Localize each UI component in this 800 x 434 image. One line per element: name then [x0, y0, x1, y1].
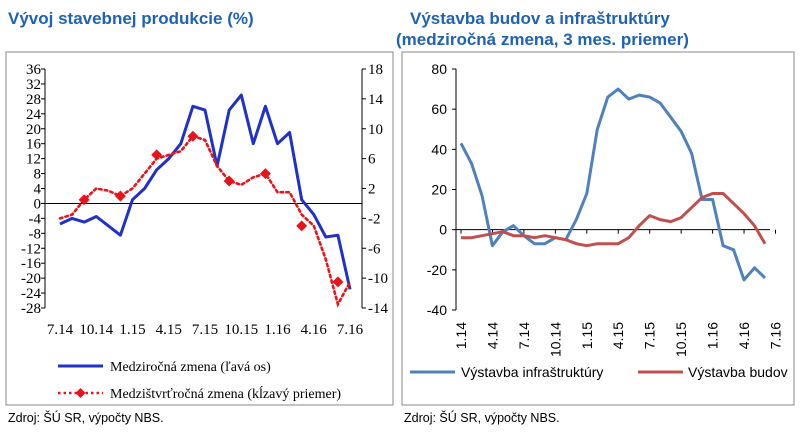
right-chart-x-tick-label: 7.16: [767, 322, 783, 349]
right-chart-x-tick-label: 10.14: [547, 322, 563, 357]
right-chart-x-tick-label: 10.15: [673, 322, 689, 357]
right-chart-y-tick-label: 20: [431, 182, 447, 198]
source-note-left: Zdroj: ŠÚ SR, výpočty NBS.: [8, 411, 164, 425]
legend-label-budov: Výstavba budov: [688, 364, 788, 380]
legend-label-yoy: Medziročná zmena (ľavá os): [110, 360, 271, 375]
left-y-tick-label: 32: [26, 77, 41, 93]
right-chart-legend: Výstavba infraštruktúry Výstavba budov: [410, 364, 788, 380]
qoq-diamond-marker: [332, 276, 344, 288]
legend-label-infra: Výstavba infraštruktúry: [461, 364, 603, 380]
right-y-tick-label: 2: [368, 182, 376, 198]
left-x-tick-label: 1.16: [264, 322, 291, 338]
right-chart-y-tick-label: 0: [439, 222, 447, 238]
right-chart-x-tick-label: 4.16: [736, 322, 752, 349]
right-chart-x-tick-label: 1.15: [579, 322, 595, 349]
left-chart-legend: Medziročná zmena (ľavá os) Medzištvrťroč…: [58, 360, 341, 402]
left-y-tick-label: 4: [34, 182, 42, 198]
left-x-tick-label: 1.15: [119, 322, 145, 338]
right-chart-y-tick-label: -20: [427, 262, 447, 278]
series-line-infrastruktury: [459, 87, 767, 282]
left-y-tick-label: -8: [29, 226, 42, 242]
right-chart-x-tick-label: 1.16: [705, 322, 721, 349]
right-y-tick-label: 14: [368, 92, 384, 108]
left-y-tick-label: 16: [26, 137, 42, 153]
series-line-medzistvrtrocna: [58, 134, 352, 308]
left-y-tick-label: 28: [26, 92, 41, 108]
right-y-tick-label: -6: [368, 241, 381, 257]
right-chart-title-line2: (medziročná zmena, 3 mes. priemer): [396, 30, 689, 49]
right-chart-y-tick-label: 40: [431, 141, 447, 157]
left-y-tick-label: 24: [26, 107, 42, 123]
legend-label-qoq: Medzištvrťročná zmena (kĺzavý priemer): [110, 385, 341, 402]
right-chart-x-tick-label: 4.15: [610, 322, 626, 349]
left-y-tick-label: -28: [21, 301, 41, 317]
right-chart-y-tick-label: 60: [431, 101, 447, 117]
left-y-tick-label: 36: [26, 62, 42, 78]
right-chart-title-line1: Výstavba budov a infraštruktúry: [410, 9, 670, 28]
left-y-tick-label: -16: [21, 256, 41, 272]
right-y-tick-label: -14: [368, 301, 388, 317]
right-y-tick-label: 10: [368, 122, 383, 138]
qoq-diamond-marker: [151, 149, 163, 161]
qoq-diamond-marker: [296, 220, 308, 232]
qoq-diamond-marker: [187, 130, 199, 142]
right-chart-x-tick-label: 4.14: [484, 322, 500, 349]
left-y-tick-label: -24: [21, 286, 41, 302]
left-y-tick-label: 20: [26, 122, 41, 138]
source-note-right: Zdroj: ŠÚ SR, výpočty NBS.: [404, 411, 560, 425]
left-y-tick-label: 8: [34, 167, 42, 183]
right-chart-x-tick-label: 1.14: [453, 322, 469, 349]
qoq-diamond-marker: [259, 168, 271, 180]
left-y-tick-label: 12: [26, 152, 41, 168]
qoq-diamond-marker: [114, 190, 126, 202]
right-chart: 80 60 40 20 0 -20 -40 1.14 4.14 7.14 10.14 1.15 4.1…: [410, 61, 788, 380]
left-x-tick-label: 10.15: [224, 322, 258, 338]
right-chart-y-tick-label: 80: [431, 61, 447, 77]
series-line-budov: [461, 192, 767, 248]
left-x-tick-label: 7.16: [337, 322, 364, 338]
legend-marker-qoq: [75, 388, 86, 398]
series-line-medzirocna: [59, 93, 352, 290]
left-x-tick-label: 10.14: [79, 322, 113, 338]
right-y-tick-label: 6: [368, 152, 376, 168]
left-y-tick-label: 0: [34, 196, 42, 212]
qoq-diamond-marker: [223, 175, 235, 187]
right-chart-x-tick-label: 7.15: [642, 322, 658, 349]
right-y-tick-label: -2: [368, 211, 381, 227]
left-x-tick-label: 7.14: [47, 322, 74, 338]
right-chart-frame: [401, 51, 795, 406]
right-chart-x-tick-label: 7.14: [516, 322, 532, 349]
right-chart-y-tick-label: -40: [427, 302, 447, 318]
left-chart-frame: [5, 51, 394, 406]
left-chart-title: Vývoj stavebnej produkcie (%): [8, 9, 254, 28]
right-y-tick-label: -10: [368, 271, 388, 287]
left-y-tick-label: -4: [29, 211, 42, 227]
qoq-diamond-marker: [78, 194, 90, 206]
right-y-tick-label: 18: [368, 62, 383, 78]
left-x-tick-label: 4.15: [156, 322, 182, 338]
left-y-tick-label: -20: [21, 271, 41, 287]
left-x-tick-label: 4.16: [301, 322, 328, 338]
left-x-tick-label: 7.15: [192, 322, 218, 338]
left-y-tick-label: -12: [21, 241, 41, 257]
